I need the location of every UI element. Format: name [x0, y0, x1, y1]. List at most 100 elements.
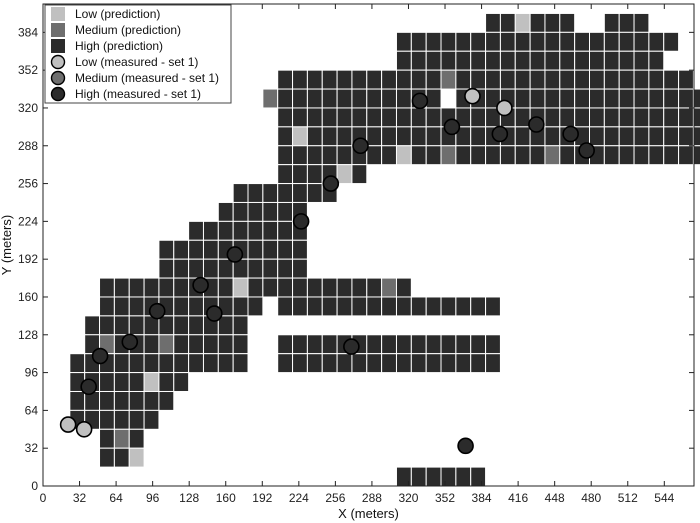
prediction-cell-high	[485, 145, 501, 166]
y-tick-label: 96	[25, 366, 39, 380]
measured-point-high	[226, 246, 244, 263]
prediction-cell-high	[321, 353, 338, 374]
prediction-cell-high	[633, 107, 650, 128]
x-tick-label: 352	[435, 491, 455, 505]
prediction-cell-high	[410, 31, 427, 52]
measured-point-high	[148, 302, 166, 320]
prediction-cell-high	[158, 239, 175, 260]
prediction-cell-high	[99, 447, 115, 468]
measured-point-high	[91, 347, 109, 365]
y-tick-label: 64	[25, 403, 39, 417]
prediction-cell-high	[410, 69, 427, 90]
prediction-cell-high	[292, 88, 308, 109]
prediction-cell-high	[485, 334, 501, 355]
prediction-cell-high	[648, 69, 665, 90]
prediction-cell-high	[321, 69, 338, 90]
legend-symbol-medium	[51, 23, 65, 37]
prediction-cell-high	[277, 353, 294, 374]
measured-point-high	[292, 213, 310, 230]
prediction-cell-high	[306, 296, 323, 317]
x-tick-label: 384	[472, 491, 492, 505]
prediction-cell-high	[306, 353, 323, 374]
x-axis-ticks: 0 32 64 96 128 160 192 224 256 288 320 352 384 416 448…	[40, 4, 675, 505]
prediction-cell-high	[692, 145, 700, 166]
prediction-cell-high	[351, 107, 368, 128]
legend-symbol-low	[50, 54, 66, 70]
prediction-cell-high	[247, 239, 264, 260]
prediction-cell-high	[262, 258, 279, 279]
prediction-cell-high	[648, 31, 665, 52]
prediction-cell-high	[455, 353, 472, 374]
prediction-cell-high	[425, 126, 442, 147]
prediction-cell-high	[544, 50, 561, 71]
legend-label: High (measured - set 1)	[75, 87, 201, 101]
x-tick-label: 224	[289, 491, 309, 505]
y-tick-label: 192	[18, 252, 38, 266]
prediction-cell-high	[292, 164, 308, 185]
measured-point-low	[75, 420, 93, 438]
prediction-cell-high	[544, 31, 561, 52]
prediction-cell-high	[395, 126, 412, 147]
prediction-cell-high	[440, 466, 457, 487]
prediction-cell-high	[485, 353, 501, 374]
prediction-cell-high	[247, 183, 264, 203]
measured-point-high	[322, 175, 340, 192]
legend-label: Low (measured - set 1)	[75, 55, 198, 69]
x-tick-label: 160	[216, 491, 236, 505]
prediction-cell-high	[663, 126, 680, 147]
prediction-cell-high	[277, 126, 294, 147]
legend-label: Low (prediction)	[75, 7, 160, 21]
legend-label: High (prediction)	[75, 39, 163, 53]
prediction-cell-high	[366, 88, 383, 109]
legend-label: Medium (prediction)	[75, 23, 181, 37]
prediction-cell-high	[143, 409, 160, 430]
y-tick-label: 128	[18, 328, 38, 342]
x-tick-label: 480	[581, 491, 601, 505]
prediction-cell-high	[158, 315, 175, 336]
prediction-cell-high	[173, 334, 190, 355]
prediction-cell-high	[514, 50, 531, 71]
prediction-cell-high	[559, 107, 576, 128]
prediction-cell-high	[574, 107, 591, 128]
x-tick-label: 320	[398, 491, 418, 505]
prediction-cell-medium	[158, 334, 175, 355]
prediction-cell-high	[559, 69, 576, 90]
prediction-cell-high	[648, 126, 665, 147]
prediction-cell-high	[336, 277, 353, 298]
prediction-cell-high	[158, 353, 175, 374]
prediction-cell-low	[128, 447, 145, 468]
prediction-cell-high	[410, 145, 427, 166]
prediction-cell-high	[559, 12, 576, 33]
prediction-cell-high	[381, 353, 397, 374]
prediction-cell-high	[351, 277, 368, 298]
y-axis-ticks: 0 32 64 96 128 160 192 224 256 288 320 352 384	[18, 25, 694, 493]
prediction-cell-high	[366, 353, 383, 374]
prediction-cell-low	[143, 372, 160, 392]
legend-symbol-medium	[50, 70, 66, 86]
prediction-cell-high	[544, 126, 561, 147]
prediction-cell-high	[395, 466, 412, 487]
prediction-cell-high	[173, 372, 190, 392]
prediction-cell-high	[99, 428, 115, 449]
prediction-cell-high	[306, 334, 323, 355]
prediction-cell-high	[455, 145, 472, 166]
prediction-cell-high	[529, 88, 546, 109]
prediction-cell-high	[544, 12, 561, 33]
prediction-cell-high	[440, 50, 457, 71]
x-tick-label: 32	[73, 491, 87, 505]
prediction-cell-high	[306, 164, 323, 185]
prediction-cell-high	[618, 12, 635, 33]
prediction-cell-high	[529, 69, 546, 90]
prediction-cell-high	[202, 220, 219, 241]
prediction-cell-high	[470, 69, 487, 90]
prediction-cell-high	[470, 296, 487, 317]
prediction-cell-high	[262, 183, 279, 203]
prediction-cell-high	[381, 126, 397, 147]
measured-point-high	[443, 118, 461, 136]
prediction-cell-high	[574, 31, 591, 52]
prediction-cell-high	[618, 50, 635, 71]
prediction-cell-high	[603, 31, 620, 52]
prediction-cell-high	[618, 126, 635, 147]
x-tick-label: 544	[654, 491, 674, 505]
prediction-cell-high	[173, 277, 190, 298]
